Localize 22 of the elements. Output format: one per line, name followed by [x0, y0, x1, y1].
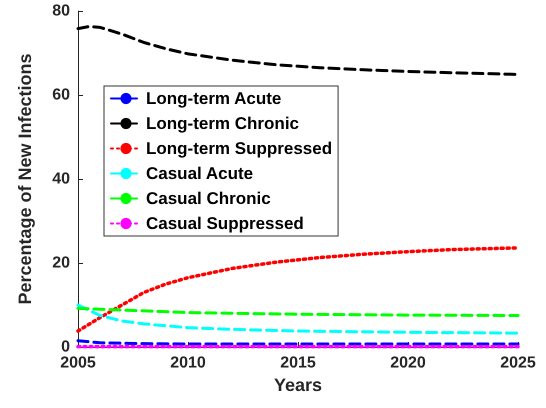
line-series	[76, 304, 520, 335]
legend-label: Casual Chronic	[146, 189, 271, 208]
x-axis-title: Years	[274, 374, 322, 395]
legend-label: Long-term Acute	[146, 89, 282, 108]
x-tick-label: 2020	[390, 354, 426, 372]
line-series	[76, 25, 520, 76]
legend-label: Long-term Suppressed	[146, 139, 332, 158]
y-tick-label: 80	[52, 2, 70, 20]
line-series	[76, 306, 520, 317]
y-tick-label: 20	[52, 254, 70, 272]
x-tick-label: 2025	[500, 354, 536, 372]
y-axis-title: Percentage of New Infections	[15, 53, 35, 305]
line-series	[76, 246, 520, 333]
legend-label: Casual Acute	[146, 164, 254, 183]
y-tick-label: 0	[61, 338, 70, 356]
y-tick-label: 40	[52, 170, 70, 188]
y-tick-label: 60	[52, 86, 70, 104]
x-tick-label: 2010	[170, 354, 206, 372]
x-tick-label: 2015	[280, 354, 316, 372]
x-tick-label: 2005	[60, 354, 96, 372]
legend-label: Casual Suppressed	[146, 214, 304, 233]
legend-label: Long-term Chronic	[146, 114, 299, 133]
